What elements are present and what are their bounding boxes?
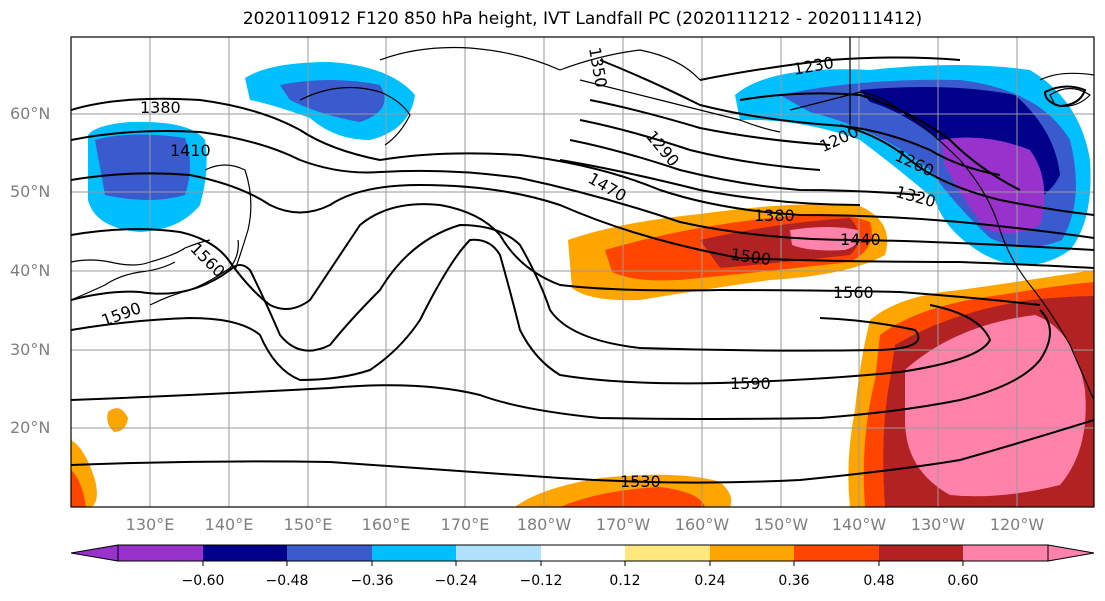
colorbar-tick-label: −0.12 — [519, 573, 563, 589]
colorbar-segment — [879, 545, 963, 561]
colorbar-min-arrow — [70, 544, 119, 562]
colorbar-segment — [625, 545, 710, 561]
colorbar-tick-label: 0.36 — [778, 573, 810, 589]
colorbar-segment — [456, 545, 541, 561]
lon-label: 160°W — [674, 515, 730, 534]
lon-label: 170°E — [440, 515, 490, 534]
colorbar-tick-label: −0.24 — [434, 573, 478, 589]
ivt-negative-east — [735, 65, 1091, 266]
colorbar-tick-label: −0.60 — [181, 573, 225, 589]
lat-label: 20°N — [10, 418, 51, 437]
contour-label: 1380 — [140, 98, 181, 117]
gridlines — [71, 37, 1094, 507]
colorbar-segment — [541, 545, 625, 561]
lon-label: 140°W — [831, 515, 887, 534]
lat-label: 40°N — [10, 261, 51, 280]
lon-label: 180°W — [516, 515, 572, 534]
colorbar-segment — [963, 545, 1048, 561]
contour-label: 1410 — [170, 141, 211, 160]
height-contours — [71, 56, 1094, 484]
colorbar — [70, 544, 1095, 566]
map-title: 2020110912 F120 850 hPa height, IVT Land… — [242, 9, 923, 29]
colorbar-segment — [118, 545, 203, 561]
contour-label: 1380 — [754, 206, 795, 225]
contour-label: 1530 — [620, 472, 661, 491]
colorbar-tick-label: −0.36 — [350, 573, 394, 589]
ivt-negative-north — [245, 62, 415, 140]
ivt-positive-central — [568, 204, 888, 301]
colorbar-segment — [203, 545, 287, 561]
colorbar-tick-label: 0.60 — [947, 573, 979, 589]
coastlines — [71, 37, 1094, 401]
lon-label: 160°E — [361, 515, 411, 534]
colorbar-segment — [710, 545, 794, 561]
colorbar-max-arrow — [1047, 544, 1095, 562]
lat-label: 30°N — [10, 340, 51, 359]
lon-label: 170°W — [595, 515, 651, 534]
lon-label: 130°W — [910, 515, 966, 534]
lon-label: 130°E — [125, 515, 175, 534]
colorbar-tick-label: 0.12 — [609, 573, 641, 589]
ivt-negative-west — [88, 121, 207, 232]
colorbar-tick-label: −0.48 — [265, 573, 309, 589]
contour-label: 1560 — [833, 283, 874, 302]
lon-label: 120°W — [989, 515, 1045, 534]
lat-label: 60°N — [10, 104, 51, 123]
lat-label: 50°N — [10, 182, 51, 201]
colorbar-tick-label: 0.48 — [863, 573, 895, 589]
colorbar-tick-label: 0.24 — [694, 573, 726, 589]
colorbar-segment — [372, 545, 456, 561]
colorbar-segment — [287, 545, 372, 561]
lon-label: 150°E — [283, 515, 333, 534]
colorbar-segment — [794, 545, 879, 561]
lon-label: 150°W — [753, 515, 809, 534]
contour-label: 1590 — [730, 374, 771, 393]
map-frame — [70, 36, 1095, 508]
lon-label: 140°E — [204, 515, 254, 534]
contour-label: 1440 — [840, 230, 881, 249]
